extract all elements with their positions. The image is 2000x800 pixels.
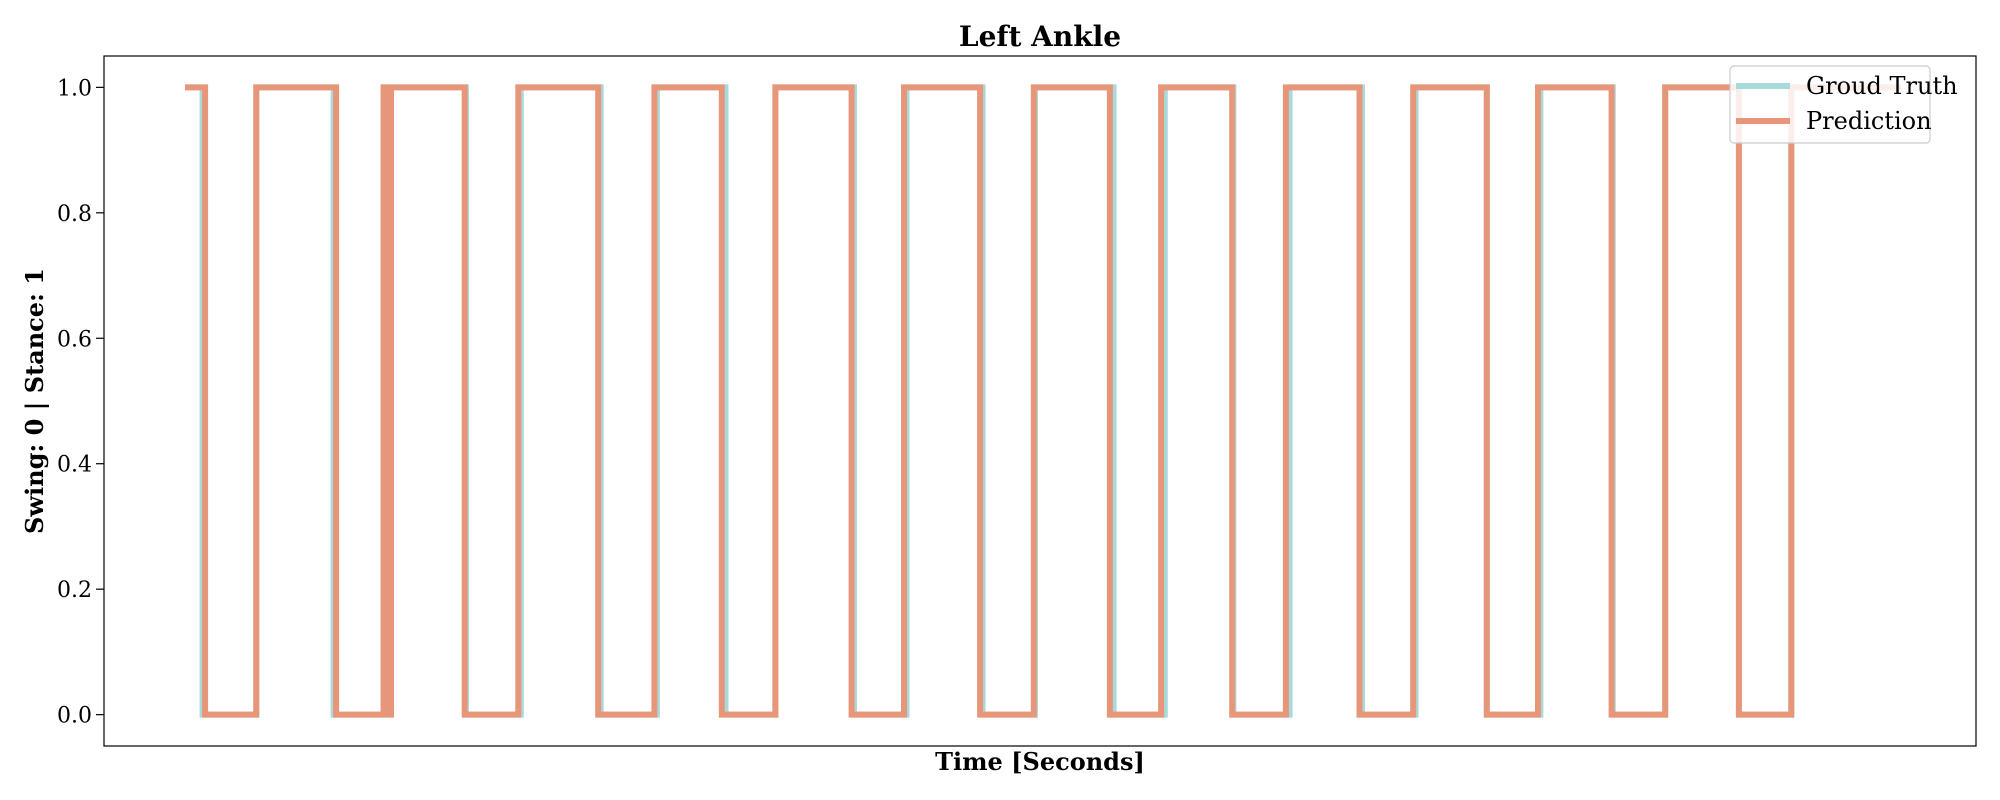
plot-frame (103, 55, 1977, 747)
legend-label-prediction: Prediction (1806, 107, 1932, 135)
series-line-ground-truth (185, 84, 1902, 718)
y-tick-label: 0.2 (57, 578, 92, 603)
x-axis-label: Time [Seconds] (935, 747, 1145, 776)
legend-label-ground-truth: Groud Truth (1806, 72, 1958, 100)
y-tick-label: 0.4 (57, 453, 92, 478)
y-tick-label: 0.0 (57, 704, 92, 729)
chart-title: Left Ankle (959, 20, 1121, 53)
y-axis-label: Swing: 0 | Stance: 1 (20, 268, 49, 534)
y-tick-label: 0.8 (57, 202, 92, 227)
y-tick-label: 1.0 (57, 76, 92, 101)
legend: Groud Truth Prediction (1729, 65, 1958, 144)
y-axis: 0.0 0.2 0.4 0.6 0.8 1.0 (57, 76, 104, 729)
series-line-prediction (185, 84, 1902, 718)
series-layer (185, 84, 1902, 718)
y-tick-label: 0.6 (57, 327, 92, 352)
plot-area (103, 55, 1977, 747)
